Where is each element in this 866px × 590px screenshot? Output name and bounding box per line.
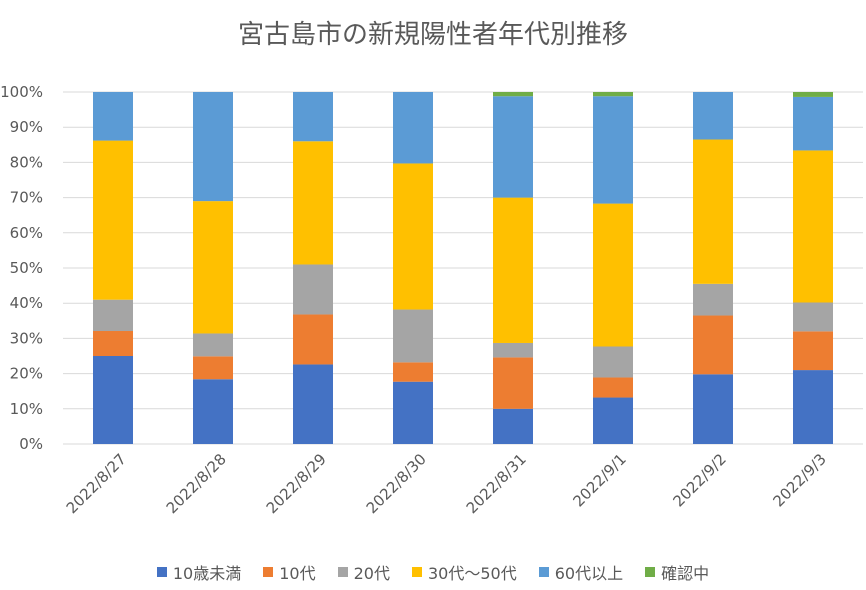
x-tick-label: 2022/9/3 (769, 450, 829, 510)
bar-segment (193, 201, 233, 334)
bar-segment (793, 370, 833, 444)
legend-swatch (263, 567, 274, 577)
legend-label: 確認中 (661, 564, 710, 583)
legend-label: 30代～50代 (428, 564, 517, 583)
y-tick-label: 10% (10, 400, 43, 418)
x-tick-label: 2022/8/30 (363, 450, 430, 517)
y-tick-label: 60% (10, 224, 43, 242)
bar-segment (93, 356, 133, 444)
bar-segment (493, 92, 533, 97)
legend-item: 確認中 (645, 560, 709, 584)
legend-swatch (538, 567, 549, 577)
bar-segment (593, 96, 633, 204)
legend-swatch (412, 567, 422, 577)
bar-segment (493, 408, 533, 444)
y-tick-label: 0% (19, 435, 43, 453)
bar-segment (593, 203, 633, 347)
y-tick-label: 80% (10, 153, 43, 171)
legend: 10歳未満 10代 20代 30代～50代 60代以上 確認中 (0, 560, 866, 584)
bar-segment (93, 331, 133, 356)
bar-segment (93, 299, 133, 332)
x-tick-label: 2022/9/1 (569, 450, 629, 510)
legend-item: 10歳未満 (156, 560, 242, 584)
legend-item: 10代 (263, 560, 316, 584)
bar-segment (493, 96, 533, 198)
y-tick-label: 30% (10, 329, 43, 347)
bar-segment (193, 356, 233, 380)
bar-segment (793, 92, 833, 97)
legend-item: 30代～50代 (412, 560, 517, 584)
bar-segment (293, 141, 333, 265)
chart-title: 宮古島市の新規陽性者年代別推移 (237, 20, 628, 50)
bar-segment (393, 362, 433, 382)
bar-segment (193, 379, 233, 444)
bar-segment (293, 364, 333, 444)
y-tick-label: 90% (10, 118, 43, 136)
x-tick-label: 2022/8/28 (163, 450, 230, 517)
bar-segment (293, 314, 333, 365)
y-tick-label: 70% (10, 189, 43, 207)
legend-swatch (645, 567, 656, 577)
bar-segment (293, 92, 333, 142)
bar-segment (693, 374, 733, 444)
bar-segment (693, 139, 733, 284)
bar-segment (93, 92, 133, 141)
bar-segment (493, 357, 533, 409)
legend-item: 20代 (337, 560, 390, 584)
x-tick-label: 2022/8/27 (63, 450, 130, 517)
bar-segment (593, 377, 633, 398)
bar-segment (793, 96, 833, 151)
bar-segment (693, 283, 733, 316)
y-tick-label: 40% (10, 294, 43, 312)
bar-segment (593, 346, 633, 378)
legend-item: 60代以上 (538, 560, 624, 584)
legend-swatch (156, 567, 167, 577)
bar-segment (393, 163, 433, 310)
x-tick-label: 2022/8/31 (463, 450, 530, 517)
y-tick-label: 50% (10, 259, 43, 277)
x-tick-label: 2022/8/29 (263, 450, 330, 517)
bar-segment (393, 381, 433, 444)
y-tick-label: 100% (0, 83, 43, 101)
bar-segment (193, 333, 233, 357)
legend-label: 10歳未満 (172, 564, 242, 583)
y-tick-label: 20% (10, 365, 43, 383)
x-tick-label: 2022/9/2 (669, 450, 729, 510)
bar-segment (593, 92, 633, 97)
legend-swatch (337, 567, 348, 577)
bar-segment (193, 92, 233, 202)
bar-segment (793, 302, 833, 332)
gridlines (63, 91, 863, 445)
bar-segment (493, 197, 533, 343)
bar-segment (793, 150, 833, 303)
bar-segment (93, 140, 133, 300)
bar-segment (393, 309, 433, 363)
legend-label: 20代 (353, 564, 390, 583)
bar-segment (793, 331, 833, 371)
bar-segment (593, 397, 633, 444)
bar-segment (293, 264, 333, 315)
bar-segment (393, 92, 433, 164)
legend-label: 60代以上 (554, 564, 624, 583)
bar-segment (693, 92, 733, 140)
bar-segment (493, 342, 533, 358)
bar-segment (693, 315, 733, 375)
legend-label: 10代 (279, 564, 316, 583)
bars (93, 92, 833, 444)
